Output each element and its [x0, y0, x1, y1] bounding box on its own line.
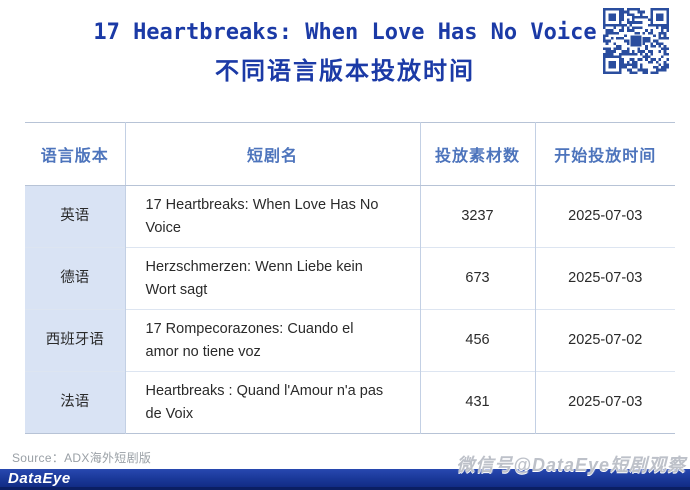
table-row: 法语 Heartbreaks : Quand l'Amour n'a pas d…	[25, 371, 675, 434]
cell-language: 英语	[25, 185, 125, 248]
cell-drama-name: 17 Rompecorazones: Cuando el amor no tie…	[124, 309, 420, 372]
cell-language: 德语	[25, 247, 125, 310]
column-header-start-date: 开始投放时间	[534, 122, 675, 186]
cell-language: 西班牙语	[25, 309, 125, 372]
table-row: 西班牙语 17 Rompecorazones: Cuando el amor n…	[25, 309, 675, 372]
qr-code-icon	[603, 8, 669, 74]
cell-materials: 456	[419, 309, 535, 372]
cell-materials: 673	[419, 247, 535, 310]
table-row: 德语 Herzschmerzen: Wenn Liebe kein Wort s…	[25, 247, 675, 310]
table-row: 英语 17 Heartbreaks: When Love Has No Voic…	[25, 185, 675, 248]
cell-drama-name: 17 Heartbreaks: When Love Has No Voice	[124, 185, 420, 248]
column-header-drama-name: 短剧名	[124, 122, 420, 186]
bottom-brand-bar: DataEye	[0, 469, 690, 490]
page-title-english: 17 Heartbreaks: When Love Has No Voice	[93, 20, 597, 45]
cell-language: 法语	[25, 371, 125, 434]
source-text: Source：ADX海外短剧版	[12, 451, 152, 465]
language-versions-table: 语言版本 短剧名 投放素材数 开始投放时间 英语 17 Heartbreaks:…	[25, 122, 675, 434]
dataeye-logo: DataEye	[8, 470, 71, 487]
page-title-chinese: 不同语言版本投放时间	[215, 58, 475, 85]
cell-materials: 431	[419, 371, 535, 434]
watermark-text: 微信号@DataEye短剧观察	[456, 455, 686, 475]
cell-drama-name: Heartbreaks : Quand l'Amour n'a pas de V…	[124, 371, 420, 434]
cell-start-date: 2025-07-03	[534, 371, 675, 434]
column-header-materials: 投放素材数	[419, 122, 535, 186]
cell-drama-name: Herzschmerzen: Wenn Liebe kein Wort sagt	[124, 247, 420, 310]
cell-start-date: 2025-07-03	[534, 247, 675, 310]
cell-start-date: 2025-07-03	[534, 185, 675, 248]
column-header-language: 语言版本	[25, 122, 125, 186]
page-title: 17 Heartbreaks: When Love Has No Voice 不…	[0, 20, 690, 86]
cell-start-date: 2025-07-02	[534, 309, 675, 372]
table-header-row: 语言版本 短剧名 投放素材数 开始投放时间	[25, 122, 675, 186]
cell-materials: 3237	[419, 185, 535, 248]
